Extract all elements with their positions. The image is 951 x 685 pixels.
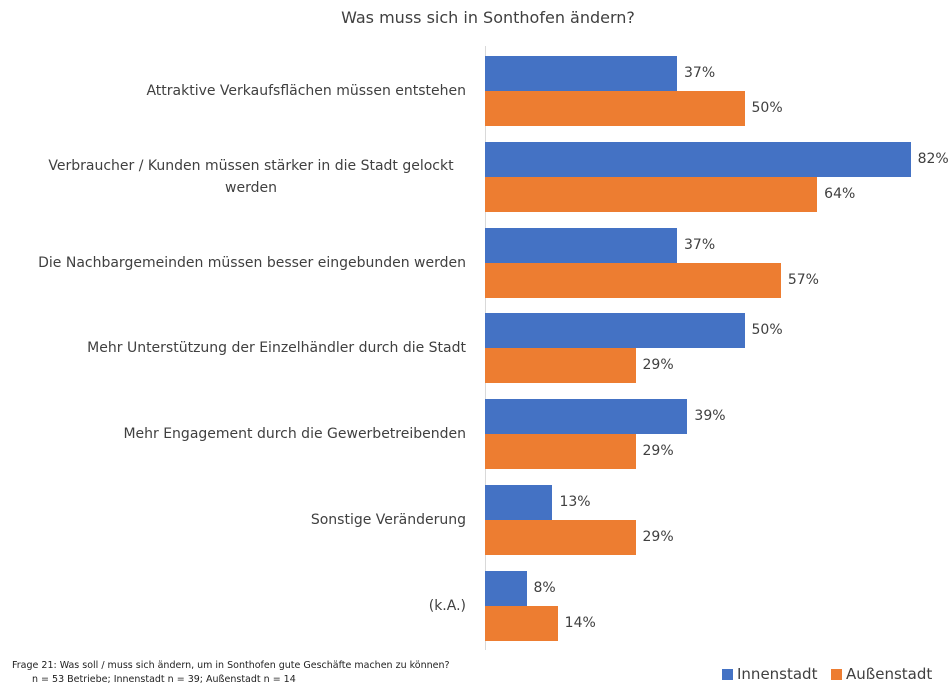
category-label: Mehr Unterstützung der Einzelhändler dur… bbox=[87, 340, 466, 357]
category-label-box: Sonstige Veränderung bbox=[0, 490, 466, 550]
category-label-box: Mehr Engagement durch die Gewerbetreiben… bbox=[0, 404, 466, 464]
category-label-box: Verbraucher / Kunden müssen stärker in d… bbox=[0, 147, 466, 207]
bar bbox=[485, 56, 678, 91]
category-label-box: (k.A.) bbox=[0, 576, 466, 636]
data-label: 29% bbox=[642, 529, 674, 545]
bar bbox=[485, 520, 636, 555]
category-label-box: Die Nachbargemeinden müssen besser einge… bbox=[0, 233, 466, 293]
bar bbox=[485, 485, 553, 520]
data-label: 29% bbox=[642, 443, 674, 460]
data-label: 8% bbox=[533, 579, 556, 596]
legend-swatch bbox=[722, 669, 733, 680]
category-label: (k.A.) bbox=[428, 597, 466, 614]
data-label: 50% bbox=[751, 322, 783, 339]
bar bbox=[485, 399, 688, 435]
bar bbox=[485, 141, 911, 177]
legend-label: Außenstadt bbox=[846, 665, 933, 683]
data-label: 13% bbox=[559, 494, 591, 510]
category-label-box: Mehr Unterstützung der Einzelhändler dur… bbox=[0, 318, 466, 378]
bar bbox=[485, 227, 678, 263]
legend-label: Innenstadt bbox=[737, 665, 818, 683]
category-label: Sonstige Veränderung bbox=[310, 512, 466, 528]
bar bbox=[485, 570, 527, 606]
data-label: 29% bbox=[642, 357, 674, 374]
data-label: 14% bbox=[564, 614, 596, 631]
legend-swatch bbox=[831, 669, 842, 680]
bar bbox=[485, 313, 745, 349]
category-label: Die Nachbargemeinden müssen besser einge… bbox=[38, 254, 466, 271]
bar bbox=[485, 348, 636, 384]
footnote: Frage 21: Was soll / muss sich ändern, u… bbox=[12, 660, 450, 671]
footnote: n = 53 Betriebe; Innenstadt n = 39; Auße… bbox=[32, 674, 296, 685]
data-label: 82% bbox=[917, 150, 949, 167]
data-label: 37% bbox=[684, 236, 716, 253]
data-label: 39% bbox=[694, 408, 726, 425]
bar bbox=[485, 91, 745, 126]
category-label: Verbraucher / Kunden müssen stärker in d… bbox=[48, 157, 454, 196]
data-label: 37% bbox=[684, 65, 716, 81]
category-label: Attraktive Verkaufsflächen müssen entste… bbox=[146, 83, 466, 99]
data-label: 64% bbox=[824, 185, 856, 202]
bar bbox=[485, 605, 558, 641]
data-label: 50% bbox=[751, 100, 783, 116]
category-label: Mehr Engagement durch die Gewerbetreiben… bbox=[123, 426, 466, 443]
data-label: 57% bbox=[787, 271, 819, 288]
bar bbox=[485, 434, 636, 470]
bar bbox=[485, 176, 818, 212]
category-label-box: Attraktive Verkaufsflächen müssen entste… bbox=[0, 61, 466, 121]
bar bbox=[485, 262, 781, 298]
chart-title: Was muss sich in Sonthofen ändern? bbox=[341, 8, 635, 27]
